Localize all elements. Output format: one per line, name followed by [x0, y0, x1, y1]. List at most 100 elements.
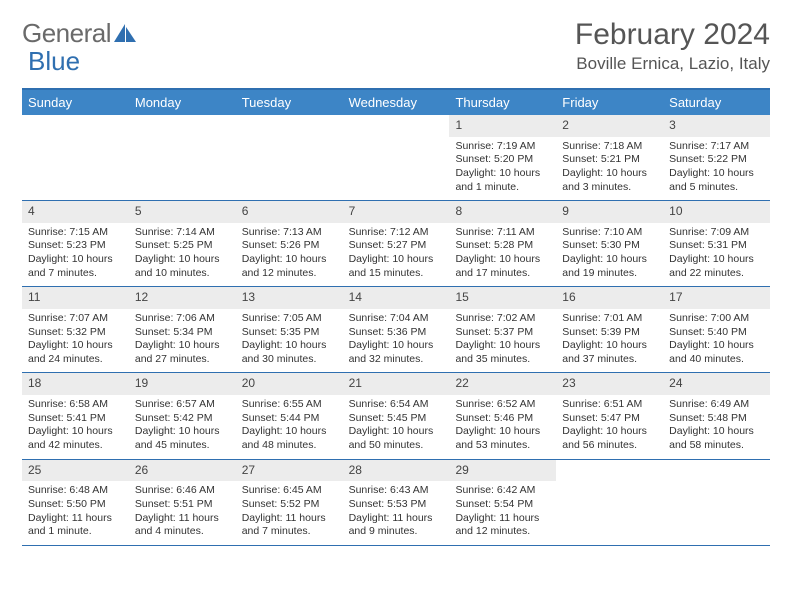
day-number: 19 — [129, 373, 236, 395]
weeks-container: 1Sunrise: 7:19 AMSunset: 5:20 PMDaylight… — [22, 115, 770, 546]
day-header: Monday — [129, 90, 236, 115]
day-number: 11 — [22, 287, 129, 309]
sunrise-text: Sunrise: 7:04 AM — [349, 312, 444, 326]
day-info: Sunrise: 6:49 AMSunset: 5:48 PMDaylight:… — [663, 398, 770, 453]
sunset-text: Sunset: 5:35 PM — [242, 326, 337, 340]
day-cell — [236, 115, 343, 200]
day-info: Sunrise: 7:01 AMSunset: 5:39 PMDaylight:… — [556, 312, 663, 367]
day-cell: 5Sunrise: 7:14 AMSunset: 5:25 PMDaylight… — [129, 201, 236, 286]
sunrise-text: Sunrise: 6:42 AM — [455, 484, 550, 498]
sunset-text: Sunset: 5:40 PM — [669, 326, 764, 340]
day-cell: 12Sunrise: 7:06 AMSunset: 5:34 PMDayligh… — [129, 287, 236, 372]
day-number: 18 — [22, 373, 129, 395]
sunrise-text: Sunrise: 6:49 AM — [669, 398, 764, 412]
sunset-text: Sunset: 5:54 PM — [455, 498, 550, 512]
day-header: Thursday — [449, 90, 556, 115]
daylight-text: Daylight: 10 hours and 5 minutes. — [669, 167, 764, 194]
daylight-text: Daylight: 10 hours and 56 minutes. — [562, 425, 657, 452]
month-year: February 2024 — [575, 18, 770, 52]
day-cell — [663, 460, 770, 545]
daylight-text: Daylight: 11 hours and 12 minutes. — [455, 512, 550, 539]
day-info: Sunrise: 7:07 AMSunset: 5:32 PMDaylight:… — [22, 312, 129, 367]
sunrise-text: Sunrise: 6:52 AM — [455, 398, 550, 412]
day-info: Sunrise: 7:18 AMSunset: 5:21 PMDaylight:… — [556, 140, 663, 195]
day-number: 16 — [556, 287, 663, 309]
sunrise-text: Sunrise: 7:06 AM — [135, 312, 230, 326]
day-info: Sunrise: 6:43 AMSunset: 5:53 PMDaylight:… — [343, 484, 450, 539]
daylight-text: Daylight: 10 hours and 12 minutes. — [242, 253, 337, 280]
day-number: 28 — [343, 460, 450, 482]
day-cell — [129, 115, 236, 200]
sunset-text: Sunset: 5:51 PM — [135, 498, 230, 512]
daylight-text: Daylight: 10 hours and 19 minutes. — [562, 253, 657, 280]
day-number: 24 — [663, 373, 770, 395]
sunrise-text: Sunrise: 7:00 AM — [669, 312, 764, 326]
sunrise-text: Sunrise: 6:51 AM — [562, 398, 657, 412]
sunset-text: Sunset: 5:41 PM — [28, 412, 123, 426]
sunset-text: Sunset: 5:32 PM — [28, 326, 123, 340]
day-cell: 3 Sunrise: 7:17 AMSunset: 5:22 PMDaylight… — [663, 115, 770, 200]
day-number: 29 — [449, 460, 556, 482]
sunrise-text: Sunrise: 7:14 AM — [135, 226, 230, 240]
day-cell: 20Sunrise: 6:55 AMSunset: 5:44 PMDayligh… — [236, 373, 343, 458]
daylight-text: Daylight: 10 hours and 24 minutes. — [28, 339, 123, 366]
daylight-text: Daylight: 11 hours and 9 minutes. — [349, 512, 444, 539]
title-block: February 2024 Boville Ernica, Lazio, Ita… — [575, 18, 770, 74]
sunset-text: Sunset: 5:34 PM — [135, 326, 230, 340]
day-number: 27 — [236, 460, 343, 482]
daylight-text: Daylight: 10 hours and 30 minutes. — [242, 339, 337, 366]
sunrise-text: Sunrise: 6:55 AM — [242, 398, 337, 412]
sunrise-text: Sunrise: 7:02 AM — [455, 312, 550, 326]
sunrise-text: Sunrise: 7:05 AM — [242, 312, 337, 326]
day-cell: 25Sunrise: 6:48 AMSunset: 5:50 PMDayligh… — [22, 460, 129, 545]
day-cell: 27Sunrise: 6:45 AMSunset: 5:52 PMDayligh… — [236, 460, 343, 545]
sunrise-text: Sunrise: 7:17 AM — [669, 140, 764, 154]
day-header: Friday — [556, 90, 663, 115]
day-number: 6 — [236, 201, 343, 223]
week-row: 4Sunrise: 7:15 AMSunset: 5:23 PMDaylight… — [22, 201, 770, 287]
logo-text-general: General — [22, 18, 111, 49]
day-cell: 4Sunrise: 7:15 AMSunset: 5:23 PMDaylight… — [22, 201, 129, 286]
day-info: Sunrise: 7:02 AMSunset: 5:37 PMDaylight:… — [449, 312, 556, 367]
day-info: Sunrise: 6:52 AMSunset: 5:46 PMDaylight:… — [449, 398, 556, 453]
sunset-text: Sunset: 5:22 PM — [669, 153, 764, 167]
day-info: Sunrise: 7:05 AMSunset: 5:35 PMDaylight:… — [236, 312, 343, 367]
day-cell: 18Sunrise: 6:58 AMSunset: 5:41 PMDayligh… — [22, 373, 129, 458]
sunrise-text: Sunrise: 7:18 AM — [562, 140, 657, 154]
daylight-text: Daylight: 10 hours and 40 minutes. — [669, 339, 764, 366]
day-number: 9 — [556, 201, 663, 223]
sunrise-text: Sunrise: 6:57 AM — [135, 398, 230, 412]
sunrise-text: Sunrise: 7:01 AM — [562, 312, 657, 326]
day-number: 2 — [556, 115, 663, 137]
sunset-text: Sunset: 5:39 PM — [562, 326, 657, 340]
sunset-text: Sunset: 5:53 PM — [349, 498, 444, 512]
day-number: 22 — [449, 373, 556, 395]
sunrise-text: Sunrise: 7:15 AM — [28, 226, 123, 240]
sunset-text: Sunset: 5:46 PM — [455, 412, 550, 426]
sunrise-text: Sunrise: 7:11 AM — [455, 226, 550, 240]
day-cell: 26Sunrise: 6:46 AMSunset: 5:51 PMDayligh… — [129, 460, 236, 545]
sunrise-text: Sunrise: 7:12 AM — [349, 226, 444, 240]
sunset-text: Sunset: 5:48 PM — [669, 412, 764, 426]
daylight-text: Daylight: 10 hours and 22 minutes. — [669, 253, 764, 280]
day-info: Sunrise: 7:14 AMSunset: 5:25 PMDaylight:… — [129, 226, 236, 281]
day-header: Tuesday — [236, 90, 343, 115]
day-cell: 22 Sunrise: 6:52 AMSunset: 5:46 PMDayligh… — [449, 373, 556, 458]
sunset-text: Sunset: 5:28 PM — [455, 239, 550, 253]
daylight-text: Daylight: 10 hours and 3 minutes. — [562, 167, 657, 194]
day-cell: 7Sunrise: 7:12 AMSunset: 5:27 PMDaylight… — [343, 201, 450, 286]
day-number: 3 — [663, 115, 770, 137]
week-row: 18Sunrise: 6:58 AMSunset: 5:41 PMDayligh… — [22, 373, 770, 459]
day-info: Sunrise: 7:10 AMSunset: 5:30 PMDaylight:… — [556, 226, 663, 281]
sunrise-text: Sunrise: 6:43 AM — [349, 484, 444, 498]
sunset-text: Sunset: 5:21 PM — [562, 153, 657, 167]
sunrise-text: Sunrise: 7:07 AM — [28, 312, 123, 326]
day-info: Sunrise: 7:11 AMSunset: 5:28 PMDaylight:… — [449, 226, 556, 281]
day-header: Sunday — [22, 90, 129, 115]
daylight-text: Daylight: 10 hours and 42 minutes. — [28, 425, 123, 452]
day-cell: 9 Sunrise: 7:10 AMSunset: 5:30 PMDaylight… — [556, 201, 663, 286]
daylight-text: Daylight: 10 hours and 35 minutes. — [455, 339, 550, 366]
day-number: 13 — [236, 287, 343, 309]
day-cell: 23Sunrise: 6:51 AMSunset: 5:47 PMDayligh… — [556, 373, 663, 458]
daylight-text: Daylight: 10 hours and 17 minutes. — [455, 253, 550, 280]
